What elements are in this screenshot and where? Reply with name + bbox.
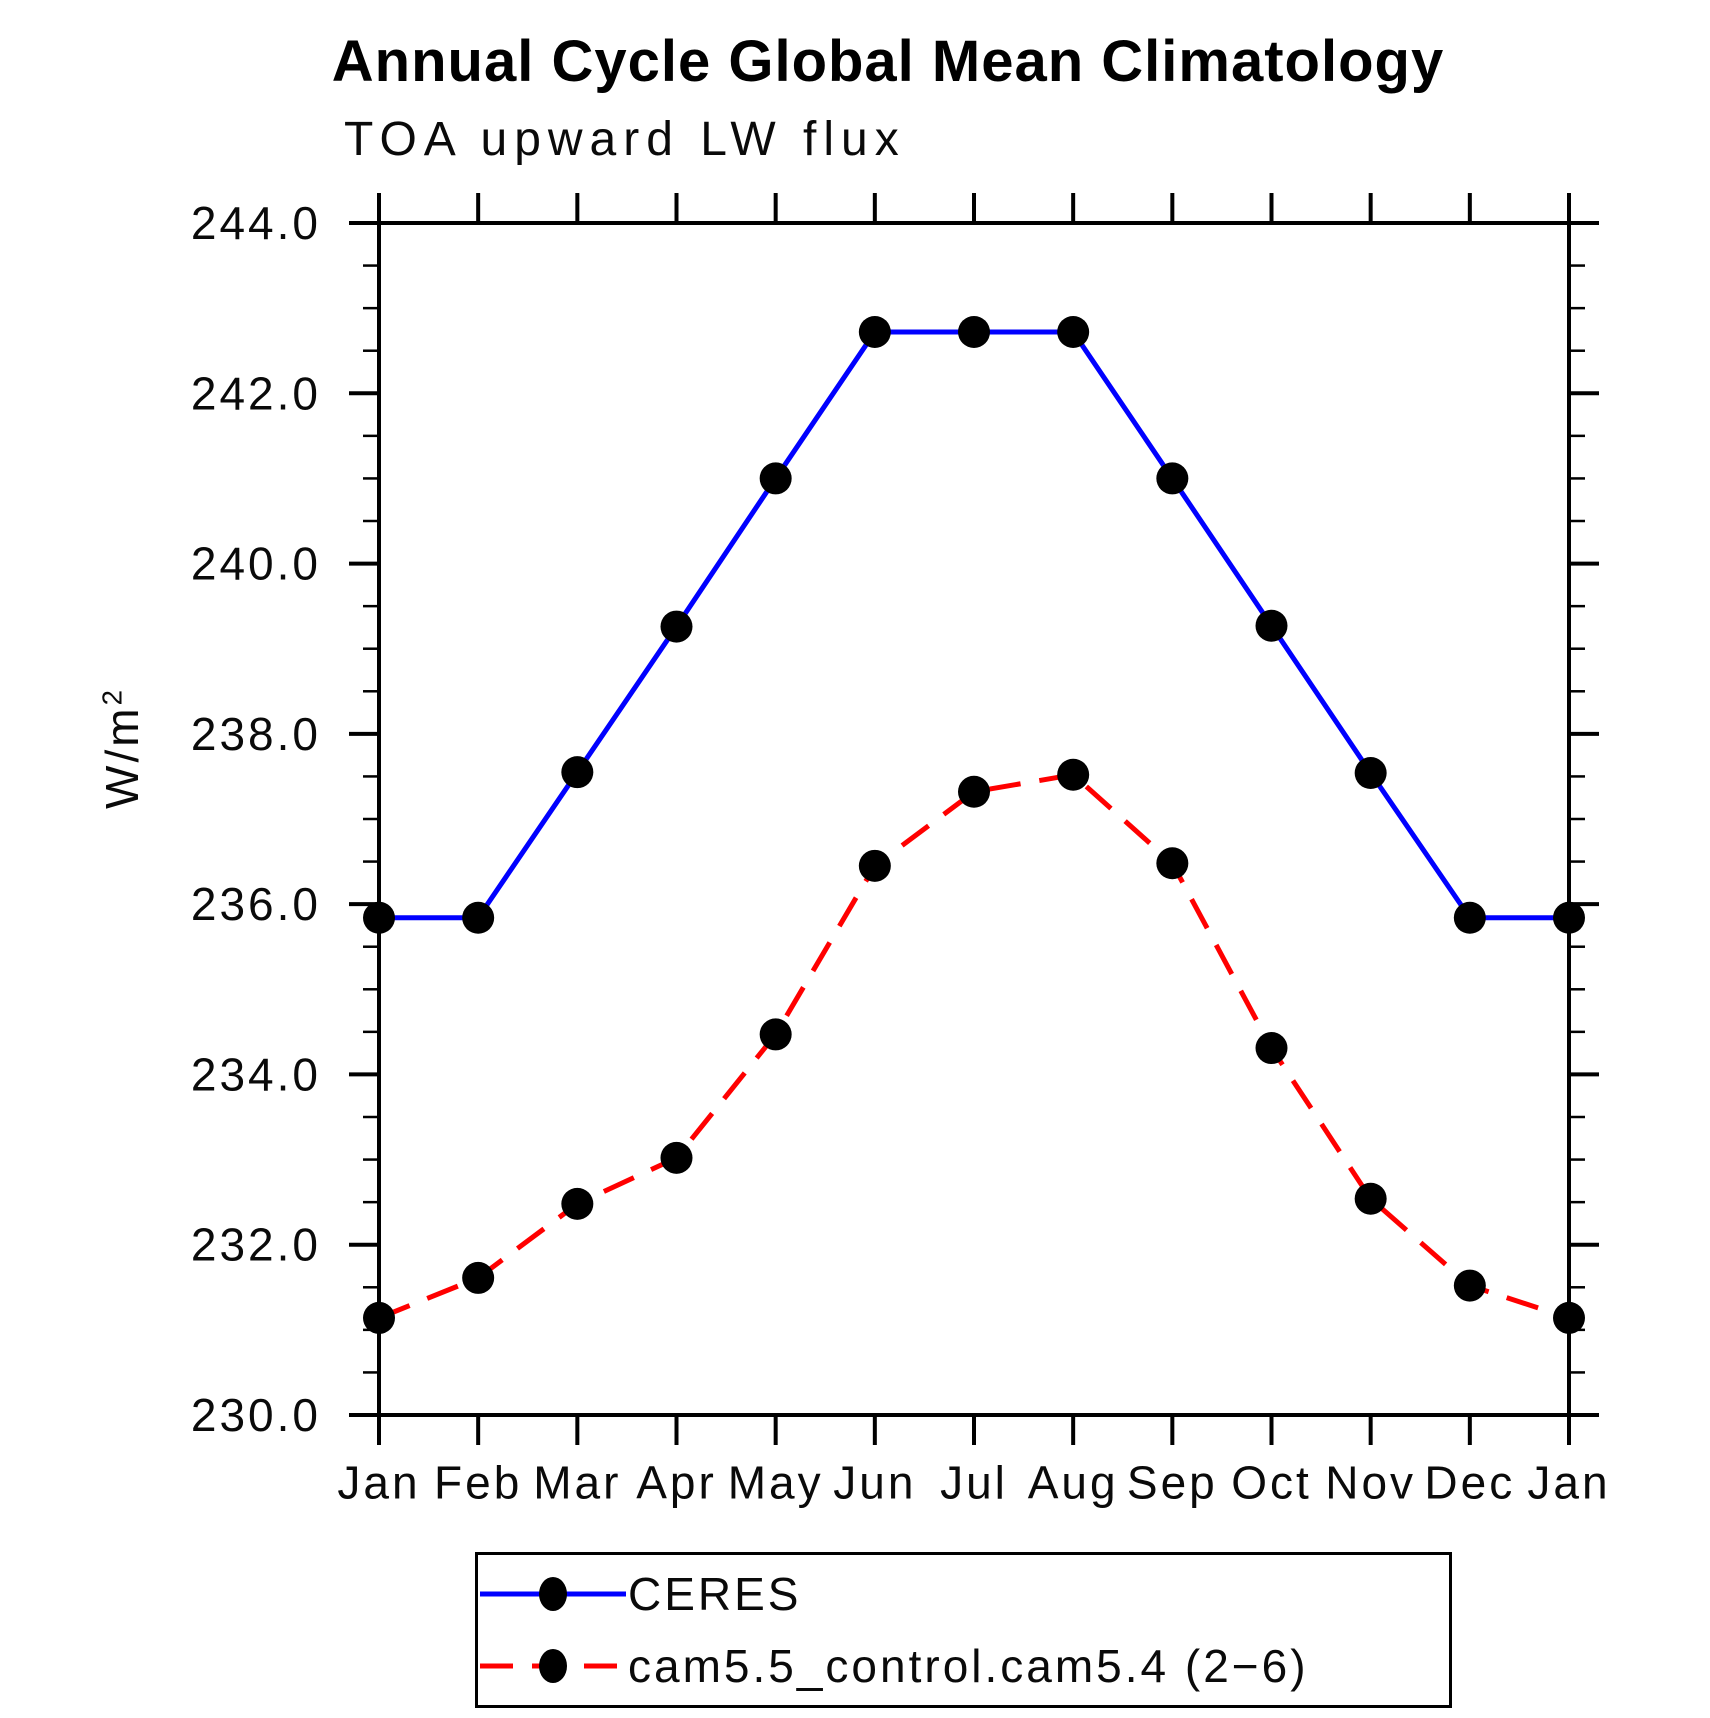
legend-entry-cam: cam5.5_control.cam5.4 (2−6) [478,1634,1449,1698]
data-point-0 [1057,315,1090,348]
legend-sample-marker [539,1577,567,1612]
x-tick-label: Jan [1527,1457,1610,1509]
y-tick-label: 244.0 [191,197,321,249]
data-point-1 [1255,1032,1288,1065]
legend-entry-ceres: CERES [478,1562,1449,1626]
x-tick-label: Mar [533,1457,621,1509]
data-point-1 [660,1141,693,1174]
plot-box [377,221,1571,1417]
data-point-1 [1453,1269,1486,1302]
data-point-0 [363,901,395,934]
data-point-1 [1553,1301,1585,1334]
x-tick-label: Sep [1127,1457,1218,1509]
legend-label-ceres: CERES [628,1568,802,1621]
legend-line-sample-ceres [480,1577,626,1612]
y-tick-label: 240.0 [191,538,321,590]
x-tick-label: Dec [1424,1457,1515,1509]
x-tick-label: Jun [833,1457,916,1509]
data-point-1 [462,1261,495,1294]
legend: CERES cam5.5_control.cam5.4 (2−6) [475,1552,1452,1708]
y-tick-label: 238.0 [191,708,321,760]
x-tick-label: Feb [434,1457,522,1509]
data-point-0 [858,315,891,348]
data-point-1 [1354,1182,1387,1215]
legend-line-sample-cam [480,1648,626,1683]
x-tick-label: Nov [1325,1457,1416,1509]
data-point-1 [759,1018,792,1051]
series-line-1 [378,772,1570,1321]
x-tick-label: Jan [337,1457,420,1509]
legend-label-cam: cam5.5_control.cam5.4 (2−6) [628,1639,1309,1692]
data-point-1 [958,775,990,808]
data-point-1 [1156,847,1189,880]
series-line-0 [379,329,1569,921]
y-tick-label: 242.0 [191,367,321,419]
x-tick-label: Apr [636,1457,717,1509]
x-tick-label: May [728,1457,824,1509]
data-point-0 [1255,609,1288,642]
x-tick-label: Aug [1028,1457,1119,1509]
y-tick-label: 236.0 [191,878,321,930]
data-point-0 [1354,757,1387,790]
y-tick-label: 234.0 [191,1048,321,1100]
y-tick-label: 232.0 [191,1219,321,1271]
legend-sample-marker [539,1648,567,1683]
data-point-0 [1553,901,1585,934]
data-point-0 [462,901,495,934]
data-point-0 [1156,462,1189,495]
y-tick-label: 230.0 [191,1389,321,1441]
data-point-0 [561,756,594,789]
data-point-1 [561,1187,594,1220]
chart-title: Annual Cycle Global Mean Climatology [331,29,1445,94]
x-tick-label: Jul [940,1457,1008,1509]
data-point-0 [660,610,693,643]
data-point-0 [958,315,990,348]
data-point-1 [858,849,891,882]
data-point-1 [1057,758,1090,791]
data-point-1 [363,1301,395,1334]
data-point-0 [1453,901,1486,934]
chart-subtitle: TOA upward LW flux [344,113,906,166]
data-point-0 [759,462,792,495]
x-tick-label: Oct [1231,1457,1312,1509]
